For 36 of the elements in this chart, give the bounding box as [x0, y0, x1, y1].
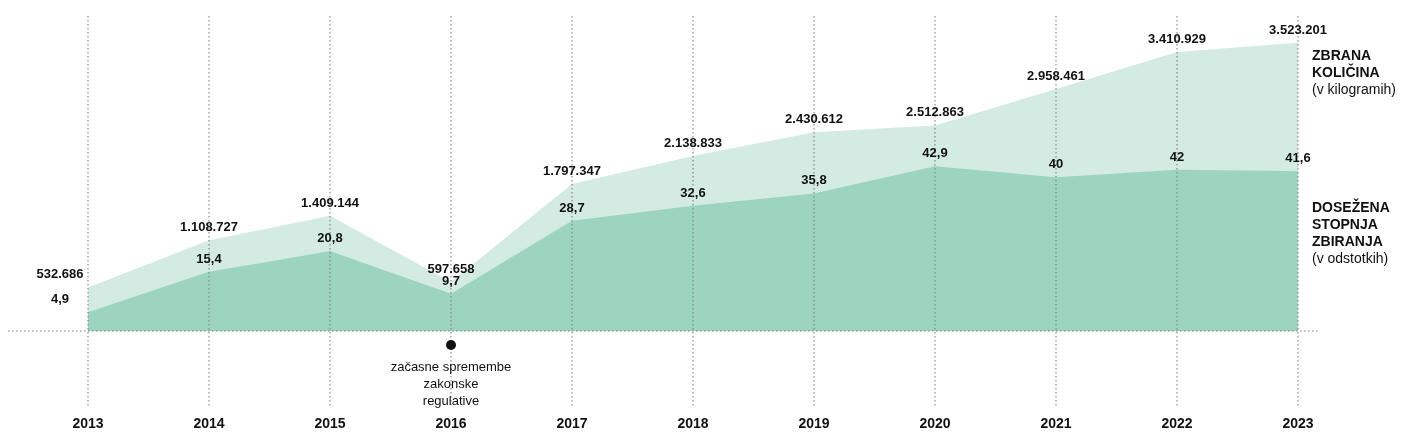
data-label: 35,8	[801, 172, 827, 188]
data-label: 32,6	[680, 184, 706, 200]
data-label: 2.430.612	[785, 111, 843, 127]
x-tick-label: 2019	[798, 415, 830, 431]
data-label: 42	[1169, 148, 1185, 164]
data-label: 4,9	[50, 291, 70, 307]
x-tick-label: 2023	[1282, 415, 1314, 431]
y-axis-title: (v kilogramih)	[1312, 81, 1397, 97]
series-label: DOSEŽENA STOPNJA ZBIRANJA	[1312, 198, 1390, 249]
x-tick-label: 2015	[314, 415, 346, 431]
x-tick-label: 2021	[1040, 415, 1072, 431]
x-tick-label: 2014	[193, 415, 225, 431]
annotation: začasne spremembe zakonske regulative	[390, 359, 512, 408]
data-label: 2.958.461	[1027, 67, 1085, 83]
data-label: 3.410.929	[1148, 30, 1206, 46]
data-label: 40	[1048, 156, 1064, 172]
series-label: ZBRANA KOLIČINA	[1312, 47, 1380, 80]
data-label: 1.409.144	[301, 194, 360, 210]
data-label: 2.138.833	[664, 135, 722, 150]
data-label: 41,6	[1285, 150, 1311, 166]
x-tick-label: 2022	[1161, 415, 1193, 431]
data-label: 42,9	[922, 145, 948, 161]
x-tick-label: 2016	[435, 415, 467, 431]
data-label: 532.686	[36, 266, 84, 282]
x-tick-label: 2013	[72, 415, 104, 431]
data-label: 2.512.863	[906, 104, 964, 120]
x-tick-label: 2020	[919, 415, 951, 431]
x-tick-label: 2018	[677, 415, 709, 431]
data-label: 1.797.347	[543, 162, 601, 178]
data-label: 3.523.201	[1269, 21, 1327, 37]
data-label: 15,4	[196, 250, 223, 266]
y2-axis-title: (v odstotkih)	[1312, 250, 1389, 266]
data-label: 1.108.727	[180, 219, 238, 235]
x-tick-label: 2017	[556, 415, 588, 431]
data-label: 28,7	[559, 199, 585, 215]
data-label: 20,8	[317, 230, 343, 246]
